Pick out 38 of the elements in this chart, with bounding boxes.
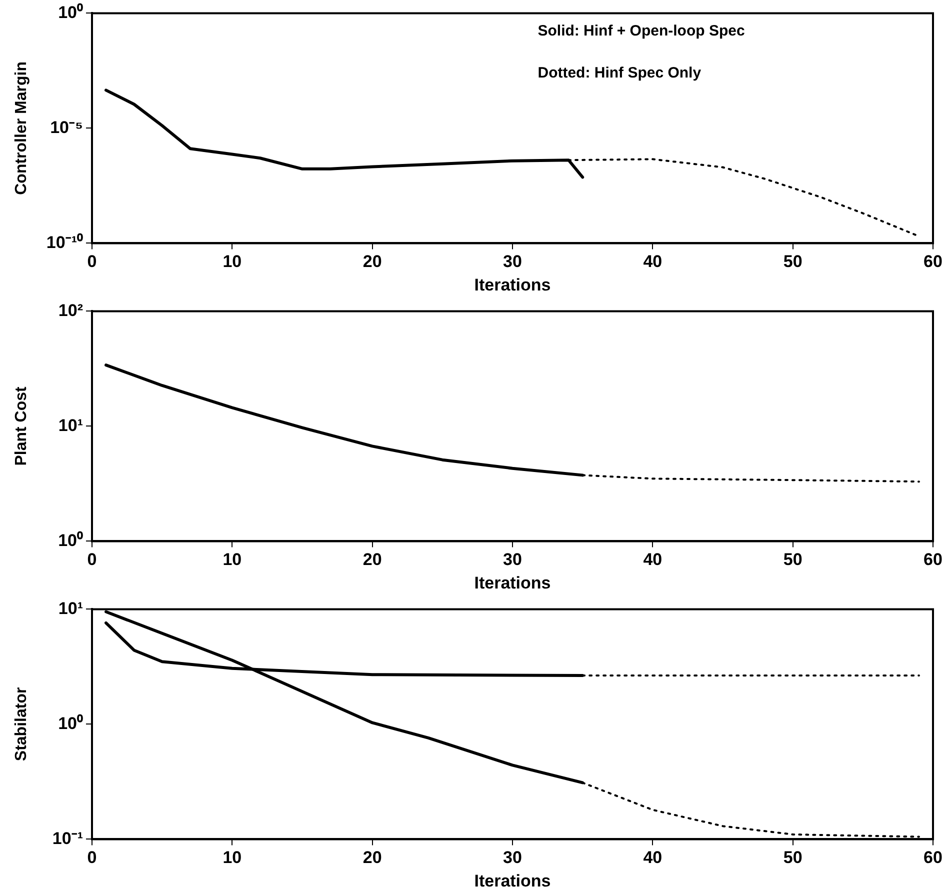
x-tick-label: 10 bbox=[222, 252, 242, 272]
y-tick-label: 10⁻⁵ bbox=[50, 118, 83, 137]
x-tick-label: 20 bbox=[362, 252, 382, 272]
x-tick-label: 10 bbox=[222, 550, 242, 570]
x-tick-label: 20 bbox=[362, 848, 382, 868]
y-tick-label: 10⁰ bbox=[58, 2, 83, 22]
x-tick-label: 40 bbox=[643, 550, 662, 570]
x-tick-label: 60 bbox=[924, 550, 942, 570]
y-axis-title: Plant Cost bbox=[13, 386, 30, 466]
x-axis-title: Iterations bbox=[474, 871, 551, 890]
x-tick-label: 30 bbox=[503, 252, 522, 272]
y-axis-title: Stabilator bbox=[13, 687, 30, 762]
x-axis-title: Iterations bbox=[474, 573, 551, 592]
x-tick-label: 0 bbox=[87, 252, 97, 272]
annotation: Dotted: Hinf Spec Only bbox=[538, 64, 702, 82]
y-tick-label: 10⁻¹⁰ bbox=[46, 232, 83, 252]
x-tick-label: 40 bbox=[643, 848, 662, 868]
x-tick-label: 50 bbox=[783, 252, 802, 272]
y-tick-label: 10¹ bbox=[58, 416, 84, 435]
x-tick-label: 30 bbox=[503, 848, 522, 868]
x-tick-label: 10 bbox=[222, 848, 242, 868]
y-tick-label: 10⁰ bbox=[58, 530, 83, 550]
y-tick-label: 10² bbox=[58, 300, 84, 320]
x-tick-label: 50 bbox=[783, 848, 802, 868]
x-axis-title: Iterations bbox=[474, 275, 551, 294]
x-tick-label: 0 bbox=[87, 848, 97, 868]
x-tick-label: 40 bbox=[643, 252, 662, 272]
x-tick-label: 0 bbox=[87, 550, 97, 570]
x-tick-label: 30 bbox=[503, 550, 522, 570]
x-tick-label: 60 bbox=[924, 252, 942, 272]
y-axis-title: Controller Margin bbox=[13, 62, 30, 195]
x-tick-label: 60 bbox=[924, 848, 942, 868]
y-tick-label: 10⁰ bbox=[58, 714, 83, 733]
annotation: Solid: Hinf + Open-loop Spec bbox=[538, 22, 745, 40]
x-tick-label: 50 bbox=[783, 550, 802, 570]
y-tick-label: 10¹ bbox=[58, 598, 84, 618]
y-tick-label: 10⁻¹ bbox=[52, 828, 84, 848]
x-tick-label: 20 bbox=[362, 550, 382, 570]
